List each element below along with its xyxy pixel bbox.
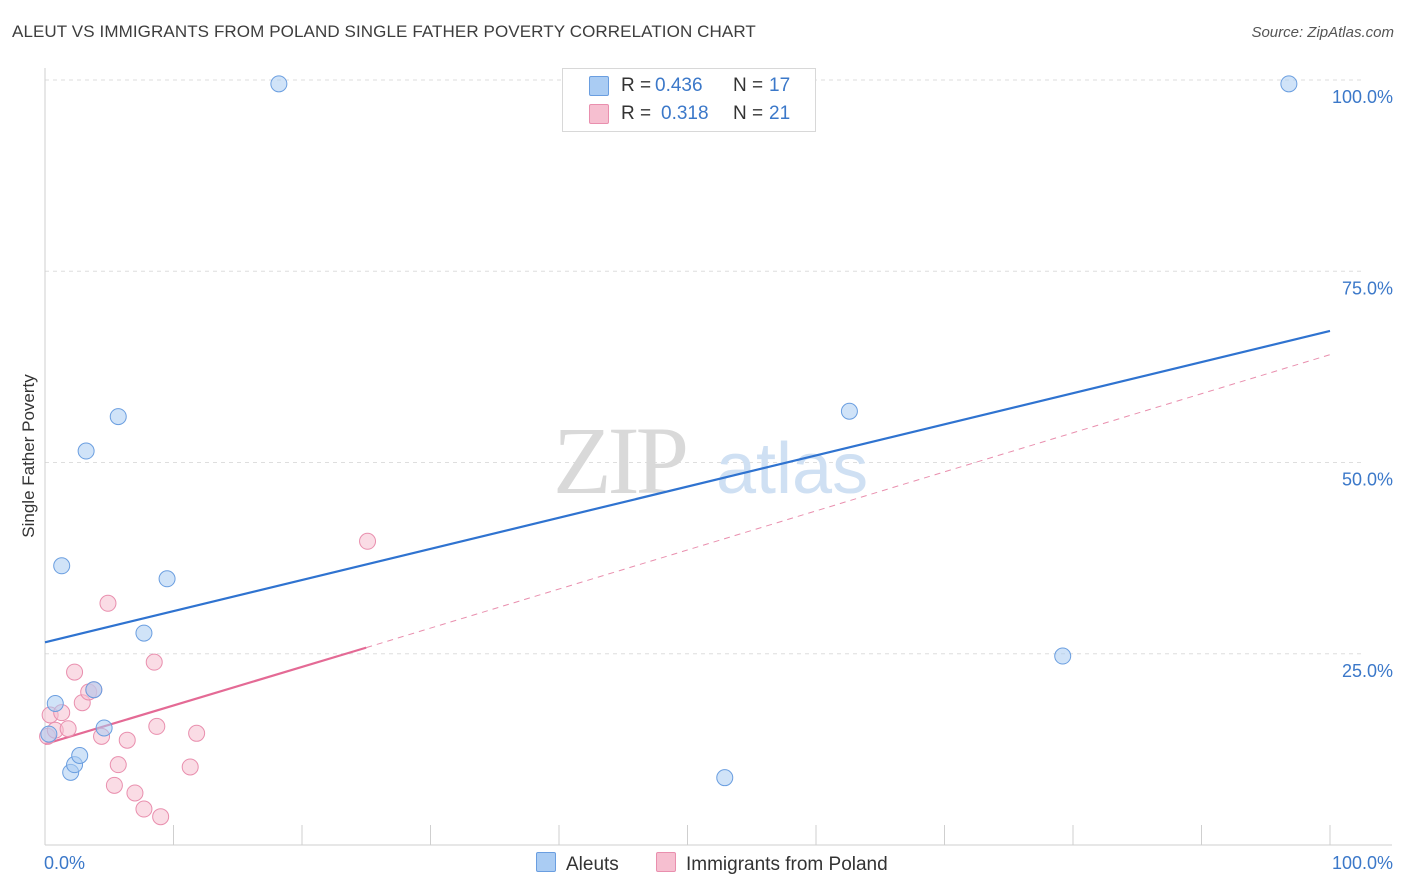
r-value: 0.318 [661,103,709,124]
x-tick-label: 0.0% [44,853,85,873]
poland-point [181,758,199,776]
poland-point [152,808,170,826]
aleuts-point [135,624,153,642]
trend-lines [44,329,1331,746]
poland-point [118,731,136,749]
poland-point [105,776,123,794]
r-label: R = [621,103,652,124]
aleuts-point [109,408,127,426]
poland-point [126,784,144,802]
trend-line-poland-extended [366,354,1331,649]
aleuts-point [77,442,95,460]
n-label: N = [733,103,764,124]
poland-point [148,717,166,735]
poland-point [109,756,127,774]
y-axis-label: Single Father Poverty [19,374,38,538]
legend-label-aleuts: Aleuts [566,854,619,875]
aleuts-point [40,725,58,743]
aleuts-swatch [589,76,609,96]
poland-point [59,720,77,738]
aleuts-point [716,769,734,787]
legend-item-poland[interactable]: Immigrants from Poland [656,852,888,876]
poland-point [66,663,84,681]
y-tick-label: 100.0% [1332,87,1393,107]
y-tick-label: 25.0% [1342,661,1393,681]
poland-point [145,653,163,671]
chart-title: ALEUT VS IMMIGRANTS FROM POLAND SINGLE F… [12,22,756,41]
tick-labels: 25.0% 50.0% 75.0% 100.0% 0.0% 100.0% [44,87,1393,873]
watermark-zip: ZIP [553,407,686,514]
legend-item-aleuts[interactable]: Aleuts [536,852,619,876]
n-value: 21 [769,103,791,124]
watermark: ZIP atlas [553,407,868,514]
aleuts-point [840,402,858,420]
data-points [39,75,1298,826]
legend-label-poland: Immigrants from Poland [686,854,888,875]
aleuts-point [1280,75,1298,93]
x-tick-label: 100.0% [1332,853,1393,873]
aleuts-point [46,694,64,712]
aleuts-point [270,75,288,93]
y-tick-label: 75.0% [1342,278,1393,298]
grid-lines [45,79,1365,655]
n-label: N = [733,75,764,96]
poland-point [188,724,206,742]
n-value: 17 [769,75,791,96]
correlation-legend: R = 0.436 N = 17 R = 0.318 N = 21 [562,68,816,132]
aleuts-swatch [536,852,556,872]
watermark-atlas: atlas [716,429,868,509]
aleuts-point [71,746,89,764]
trend-line-aleuts [44,329,1331,644]
aleuts-point [1054,647,1072,665]
r-value: 0.436 [655,75,703,96]
poland-point [135,800,153,818]
poland-point [99,594,117,612]
poland-swatch [656,852,676,872]
source-label: Source: ZipAtlas.com [1251,24,1394,41]
poland-swatch [589,104,609,124]
y-tick-label: 50.0% [1342,470,1393,490]
aleuts-point [53,557,71,575]
aleuts-point [85,681,103,699]
aleuts-point [95,719,113,737]
r-label: R = [621,75,652,96]
aleuts-point [158,570,176,588]
poland-point [359,532,377,550]
